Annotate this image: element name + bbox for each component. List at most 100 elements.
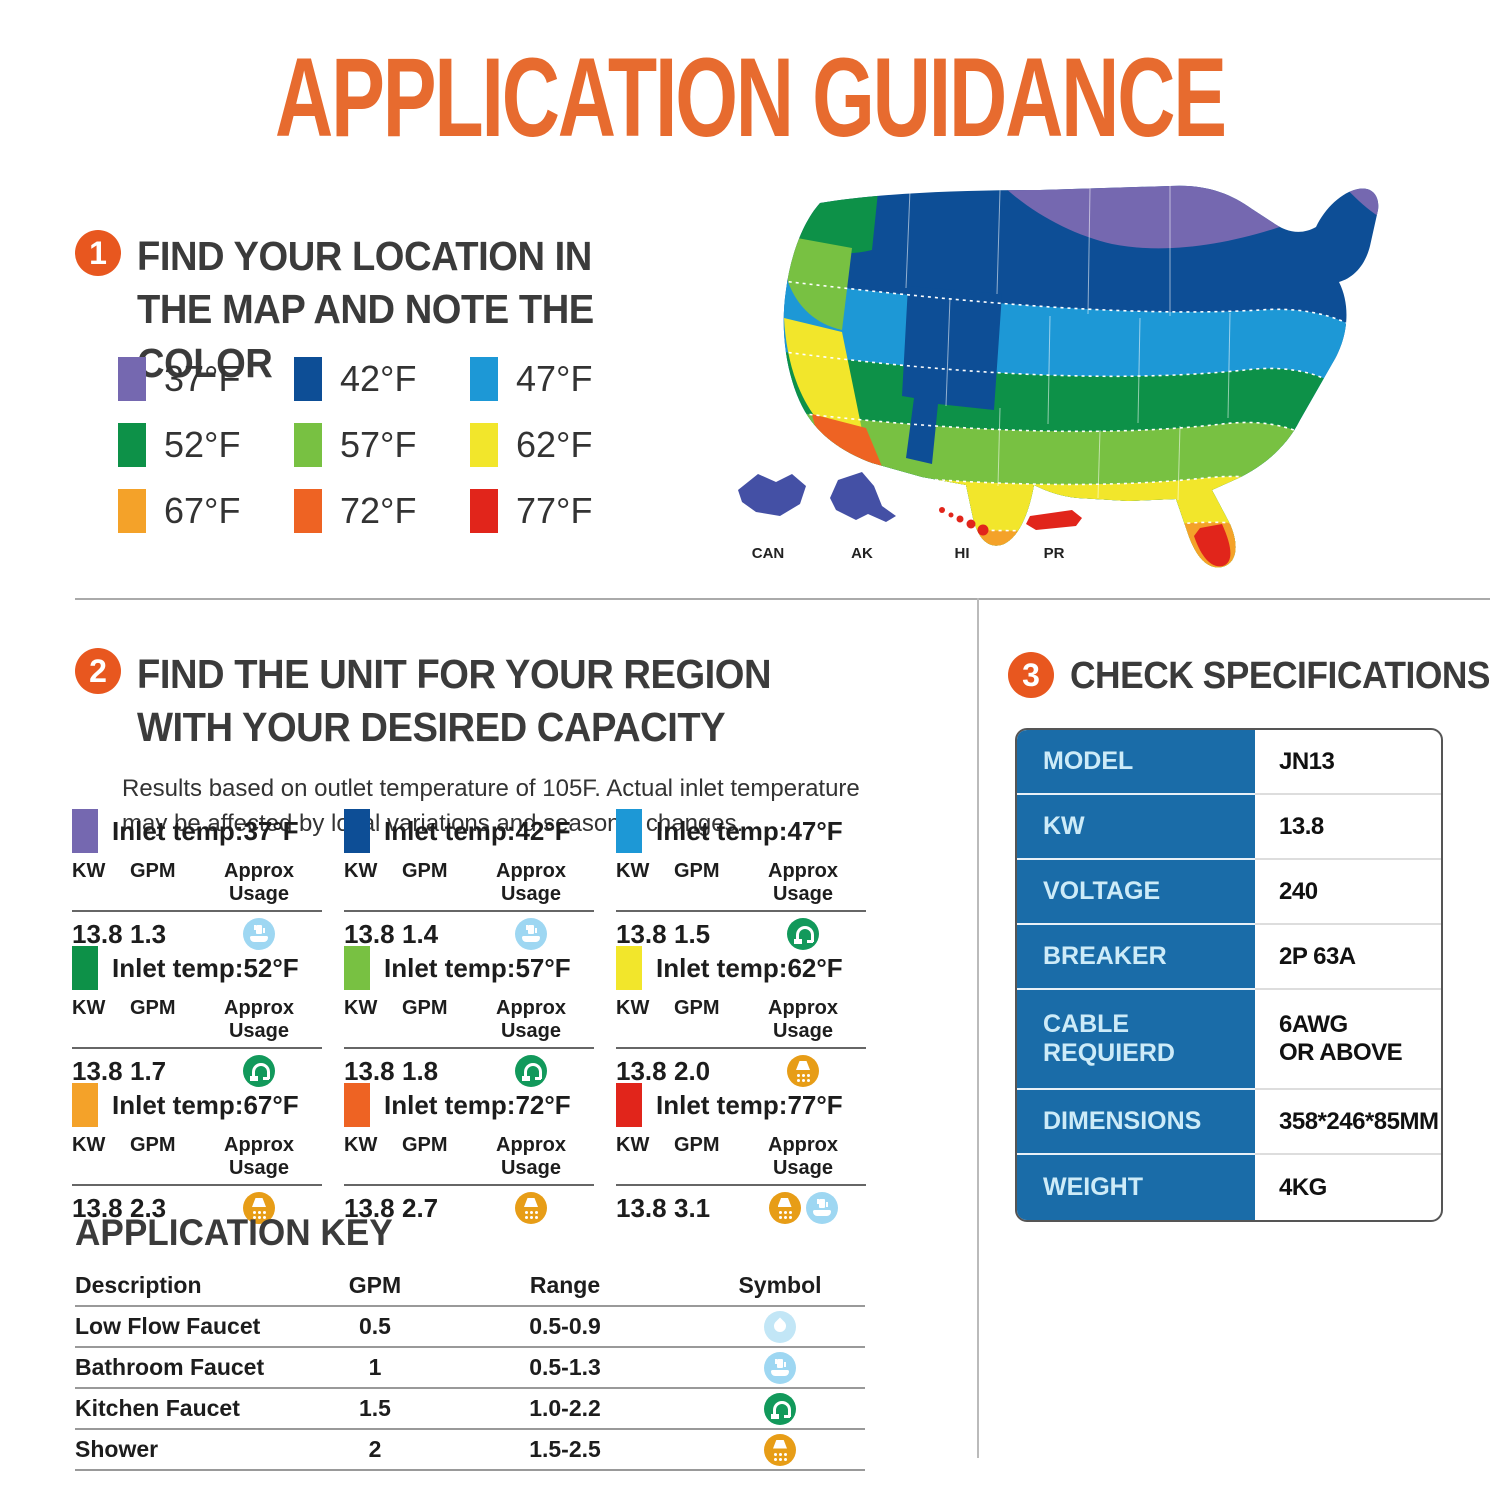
col-header-kw: KW xyxy=(344,1134,378,1156)
kitchen-faucet-icon xyxy=(787,918,819,950)
key-header-range: Range xyxy=(529,1272,601,1298)
shower-icon xyxy=(764,1433,796,1466)
col-header-kw: KW xyxy=(72,1134,106,1156)
col-header-gpm: GPM xyxy=(402,1134,448,1156)
spec-value-text-line2: OR ABOVE xyxy=(1279,1039,1403,1066)
col-header-usage: Approx Usage xyxy=(496,860,566,905)
legend-label: 37°F xyxy=(164,358,241,399)
mini-hawaii xyxy=(939,507,989,536)
key-header-row: Description GPM Range Symbol xyxy=(75,1266,865,1305)
col-header-kw: KW xyxy=(72,860,106,882)
legend-item: 62°F xyxy=(470,422,646,468)
shower-icon xyxy=(243,1192,275,1224)
kw-value: 13.8 xyxy=(616,1055,667,1086)
legend-label: 77°F xyxy=(516,490,593,531)
legend-label: 42°F xyxy=(340,358,417,399)
step2-heading: 2 FIND THE UNIT FOR YOUR REGION WITH YOU… xyxy=(75,648,955,755)
inlet-temp-title: Inlet temp:47°F xyxy=(656,815,843,846)
spec-label: DIMENSIONS xyxy=(1017,1090,1255,1155)
step3-badge: 3 xyxy=(1008,652,1054,698)
inlet-temp-title: Inlet temp:77°F xyxy=(656,1089,843,1120)
key-gpm: 1.5 xyxy=(359,1395,391,1421)
bathroom-faucet-icon xyxy=(515,918,547,950)
temp-swatch xyxy=(344,946,370,990)
specifications-table: MODEL JN13 KW 13.8 VOLTAGE 240 BREAKER 2… xyxy=(1015,728,1443,1222)
spec-value-text: 240 xyxy=(1279,877,1318,905)
kitchen-faucet-icon xyxy=(764,1392,796,1425)
shower-icon xyxy=(515,1192,547,1224)
inlet-temp-title: Inlet temp:62°F xyxy=(656,952,843,983)
inlet-table-52f: Inlet temp:52°F KW GPM Approx Usage 13.8… xyxy=(72,943,322,1087)
key-description: Bathroom Faucet xyxy=(75,1354,265,1380)
bathroom-faucet-icon xyxy=(764,1351,796,1384)
spec-value: JN13 xyxy=(1255,730,1441,795)
kw-value: 13.8 xyxy=(616,1192,667,1223)
legend-item: 57°F xyxy=(294,422,470,468)
col-header-usage: Approx Usage xyxy=(496,997,566,1042)
spec-row-kw: KW 13.8 xyxy=(1017,795,1441,860)
key-range: 0.5-0.9 xyxy=(529,1313,601,1339)
step3-title: CHECK SPECIFICATIONS xyxy=(1070,655,1491,697)
temp-swatch xyxy=(72,946,98,990)
col-header-usage: Approx Usage xyxy=(768,997,838,1042)
legend-label: 52°F xyxy=(164,424,241,465)
key-header-description: Description xyxy=(75,1272,202,1298)
gpm-value: 2.0 xyxy=(674,1055,711,1086)
spec-label: WEIGHT xyxy=(1017,1155,1255,1220)
step1-title: FIND YOUR LOCATION IN THE MAP AND NOTE T… xyxy=(137,233,594,386)
col-header-kw: KW xyxy=(616,997,650,1019)
inlet-table-42f: Inlet temp:42°F KW GPM Approx Usage 13.8… xyxy=(344,806,594,950)
spec-value-text: 6AWG xyxy=(1279,1011,1348,1038)
col-header-kw: KW xyxy=(72,997,106,1019)
legend-item: 37°F xyxy=(118,356,294,402)
spec-label: VOLTAGE xyxy=(1017,860,1255,925)
spec-value: 13.8 xyxy=(1255,795,1441,860)
legend-item: 52°F xyxy=(118,422,294,468)
kw-value: 13.8 xyxy=(72,1192,123,1223)
col-header-gpm: GPM xyxy=(130,860,176,882)
kitchen-faucet-icon xyxy=(515,1055,547,1087)
inlet-temp-title: Inlet temp:42°F xyxy=(384,815,571,846)
spec-row-breaker: BREAKER 2P 63A xyxy=(1017,925,1441,990)
kw-value: 13.8 xyxy=(72,918,123,949)
inlet-table-62f: Inlet temp:62°F KW GPM Approx Usage 13.8… xyxy=(616,943,866,1087)
gpm-value: 2.3 xyxy=(130,1192,167,1223)
inlet-temp-title: Inlet temp:72°F xyxy=(384,1089,571,1120)
key-range: 1.5-2.5 xyxy=(529,1436,601,1462)
inlet-table-72f: Inlet temp:72°F KW GPM Approx Usage 13.8… xyxy=(344,1080,594,1224)
legend-item: 67°F xyxy=(118,488,294,534)
kw-value: 13.8 xyxy=(344,1192,395,1223)
key-description: Kitchen Faucet xyxy=(75,1395,240,1421)
horizontal-divider xyxy=(75,598,1490,600)
map-label-pr: PR xyxy=(1044,545,1065,562)
col-header-kw: KW xyxy=(344,997,378,1019)
gpm-value: 1.4 xyxy=(402,918,439,949)
mini-canada xyxy=(738,474,806,516)
page-title: APPLICATION GUIDANCE xyxy=(275,35,1227,160)
col-header-gpm: GPM xyxy=(674,997,720,1019)
inlet-temp-tables: Inlet temp:37°F KW GPM Approx Usage 13.8… xyxy=(72,806,888,1224)
kw-value: 13.8 xyxy=(72,1055,123,1086)
spec-value: 240 xyxy=(1255,860,1441,925)
bathroom-faucet-icon xyxy=(805,1192,838,1224)
inlet-temp-title: Inlet temp:67°F xyxy=(112,1089,299,1120)
legend-swatch-37f xyxy=(118,357,146,401)
shower-icon xyxy=(787,1055,819,1087)
col-header-kw: KW xyxy=(344,860,378,882)
map-label-can: CAN xyxy=(752,545,785,562)
application-key-title: APPLICATION KEY xyxy=(75,1212,393,1253)
col-header-usage: Approx Usage xyxy=(768,860,838,905)
kw-value: 13.8 xyxy=(616,918,667,949)
legend-swatch-42f xyxy=(294,357,322,401)
kw-value: 13.8 xyxy=(344,918,395,949)
inlet-table-37f: Inlet temp:37°F KW GPM Approx Usage 13.8… xyxy=(72,806,322,950)
key-gpm: 2 xyxy=(368,1436,382,1462)
step1-badge: 1 xyxy=(75,230,121,276)
legend-label: 62°F xyxy=(516,424,593,465)
temp-swatch xyxy=(616,946,642,990)
gpm-value: 1.8 xyxy=(402,1055,439,1086)
key-header-gpm: GPM xyxy=(348,1272,402,1298)
us-climate-map: CAN AK HI PR xyxy=(700,168,1500,598)
col-header-kw: KW xyxy=(616,1134,650,1156)
key-header-symbol: Symbol xyxy=(738,1272,822,1298)
